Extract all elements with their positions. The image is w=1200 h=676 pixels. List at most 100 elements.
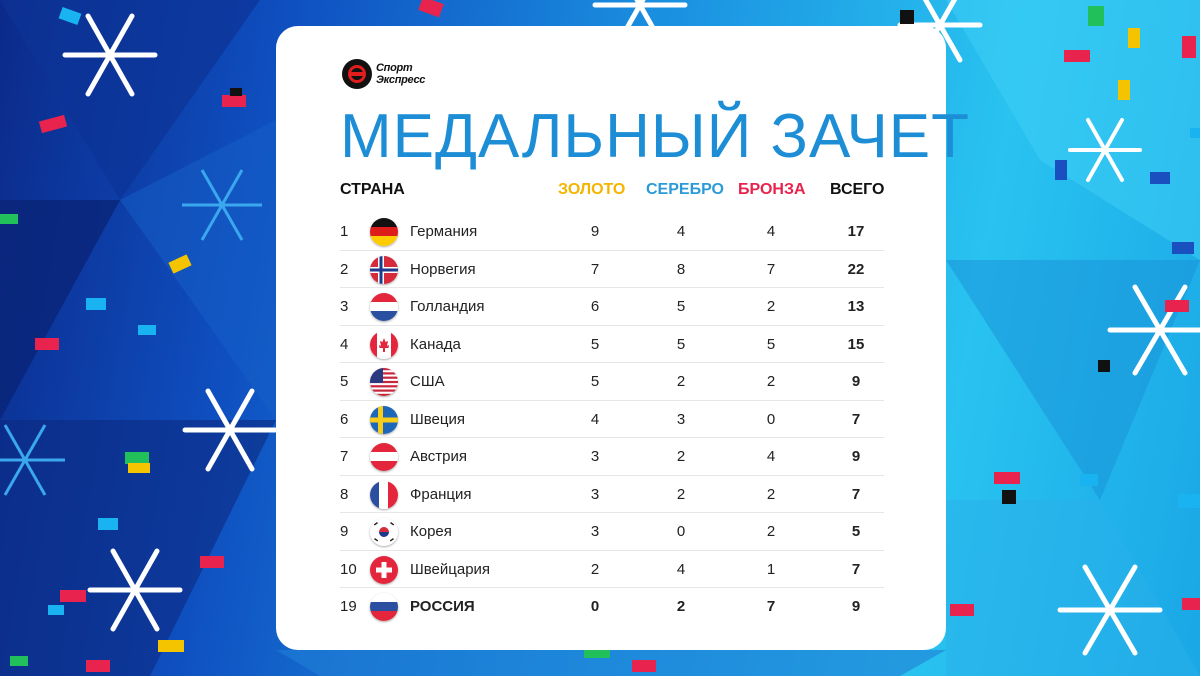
country-name: США: [410, 373, 445, 390]
austria-flag-icon: [370, 443, 398, 471]
switzerland-flag-icon: [370, 555, 398, 584]
sport-express-logo-icon: [342, 59, 372, 89]
country-name: Канада: [410, 335, 461, 353]
table-row: 2 Норвегия 7 8 7 22: [340, 251, 884, 288]
total-count: 9: [851, 448, 861, 465]
usa-flag-icon: [370, 368, 398, 396]
bronze-count: 1: [766, 560, 776, 578]
gold-count: 6: [590, 298, 600, 315]
rank: 4: [340, 335, 349, 353]
bronze-count: 0: [766, 410, 776, 428]
gold-count: 5: [590, 373, 600, 390]
silver-count: 2: [676, 485, 686, 503]
header-silver: СЕРЕБРО: [646, 181, 724, 198]
netherlands-flag-icon: [370, 293, 398, 321]
rank: 1: [340, 223, 349, 240]
silver-count: 2: [676, 448, 686, 465]
norway-flag-icon: [370, 255, 398, 284]
sweden-flag-icon: [370, 405, 398, 434]
table-row: 1 Германия 9 4 4 17: [340, 213, 884, 251]
bronze-count: 2: [766, 373, 776, 390]
country-name: Голландия: [410, 298, 485, 315]
header-gold: ЗОЛОТО: [558, 181, 626, 198]
silver-count: 2: [676, 598, 686, 615]
country-name: Швеция: [410, 410, 465, 428]
canada-flag-icon: [370, 330, 398, 359]
total-count: 17: [847, 223, 865, 240]
rank: 19: [340, 598, 357, 615]
table-row: 10 Швейцария 2 4 1 7: [340, 551, 884, 588]
sport-express-logo: Спорт Экспресс: [342, 58, 425, 90]
table-row: 7 Австрия 3 2 4 9: [340, 438, 884, 476]
bronze-count: 2: [766, 523, 776, 540]
snowflake-icon: [62, 0, 1200, 656]
logo-text: Спорт Экспресс: [376, 62, 425, 86]
table-row-russia: 19 РОССИЯ 0 2 7 9: [340, 588, 884, 626]
gold-count: 7: [590, 260, 600, 278]
gold-count: 5: [590, 335, 600, 353]
silver-count: 8: [676, 260, 686, 278]
total-count: 9: [851, 373, 861, 390]
logo-line-1: Спорт: [376, 62, 413, 74]
header-bronze: БРОНЗА: [738, 181, 806, 198]
medal-table-card: Спорт Экспресс МЕДАЛЬНЫЙ ЗАЧЕТ СТРАНА ЗО…: [276, 26, 971, 650]
silver-count: 5: [676, 335, 686, 353]
total-count: 5: [851, 523, 861, 540]
gold-count: 3: [590, 448, 600, 465]
rank: 7: [340, 448, 349, 465]
country-name: РОССИЯ: [410, 598, 475, 615]
gold-count: 0: [590, 598, 600, 615]
header-country: СТРАНА: [340, 181, 405, 198]
gold-count: 3: [590, 523, 600, 540]
silver-count: 3: [676, 410, 686, 428]
country-name: Норвегия: [410, 260, 476, 278]
total-count: 7: [851, 410, 861, 428]
bronze-count: 5: [766, 335, 776, 353]
page-title: МЕДАЛЬНЫЙ ЗАЧЕТ: [340, 102, 971, 171]
table-row: 4 Канада 5 5 5 15: [340, 326, 884, 363]
table-row: 3 Голландия 6 5 2 13: [340, 288, 884, 326]
germany-flag-icon: [370, 218, 398, 246]
france-flag-icon: [370, 480, 398, 509]
total-count: 7: [851, 560, 861, 578]
bronze-count: 2: [766, 298, 776, 315]
table-row: 9 Корея 3 0 2 5: [340, 513, 884, 551]
rank: 6: [340, 410, 349, 428]
header-total: ВСЕГО: [830, 181, 885, 198]
silver-count: 2: [676, 373, 686, 390]
total-count: 22: [847, 260, 865, 278]
logo-line-2: Экспресс: [376, 74, 426, 86]
country-name: Корея: [410, 523, 452, 540]
bronze-count: 7: [766, 260, 776, 278]
country-name: Австрия: [410, 448, 468, 465]
silver-count: 5: [676, 298, 686, 315]
country-name: Швейцария: [410, 560, 491, 578]
total-count: 7: [851, 485, 861, 503]
medal-table: 1 Германия 9 4 4 17 2 Норвегия 7 8 7 22 …: [340, 213, 884, 626]
country-name: Германия: [410, 223, 478, 240]
rank: 9: [340, 523, 349, 540]
rank: 10: [340, 560, 357, 578]
bronze-count: 7: [766, 598, 776, 615]
silver-count: 4: [676, 223, 686, 240]
bronze-count: 2: [766, 485, 776, 503]
bronze-count: 4: [766, 448, 776, 465]
silver-count: 4: [676, 560, 686, 578]
snowflake-outline-icon: [0, 169, 262, 496]
korea-flag-icon: [370, 518, 398, 546]
rank: 5: [340, 373, 349, 390]
silver-count: 0: [676, 523, 686, 540]
rank: 3: [340, 298, 349, 315]
country-name: Франция: [410, 485, 472, 503]
gold-count: 4: [590, 410, 600, 428]
table-row: 8 Франция 3 2 2 7: [340, 476, 884, 513]
rank: 2: [340, 260, 349, 278]
rank: 8: [340, 485, 349, 503]
russia-flag-icon: [370, 593, 398, 621]
table-row: 5 США 5 2 2 9: [340, 363, 884, 401]
gold-count: 2: [590, 560, 600, 578]
gold-count: 9: [590, 223, 600, 240]
total-count: 15: [847, 335, 865, 353]
